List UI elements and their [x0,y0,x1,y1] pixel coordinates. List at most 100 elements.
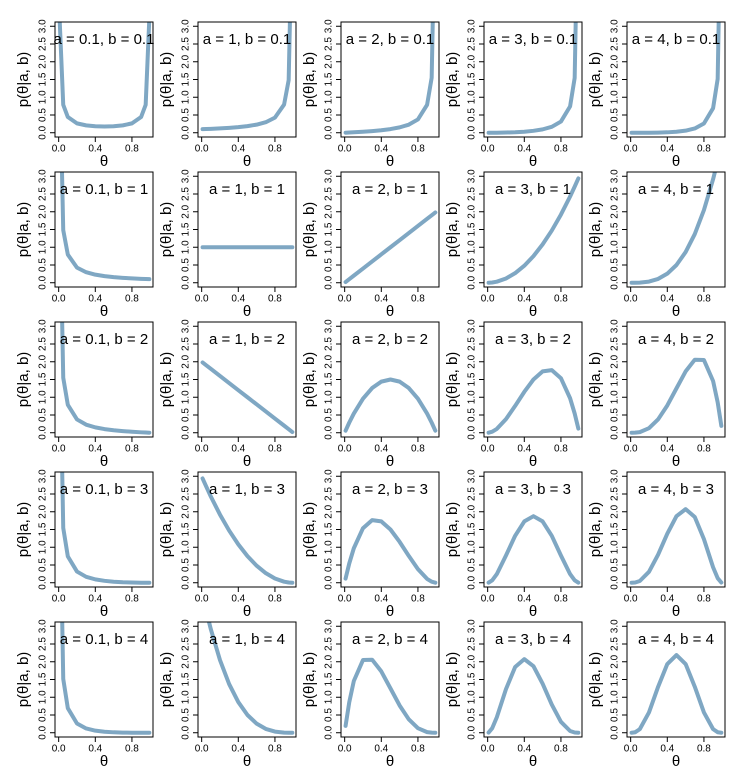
x-tick-label: 0.4 [374,444,388,455]
y-tick-label: 0.5 [467,108,478,122]
density-line [343,377,438,433]
y-tick-label: 0.5 [38,708,49,722]
x-axis-label: θ [386,153,394,170]
panel-title: a = 0.1, b = 1 [60,181,148,198]
y-tick-label: 1.0 [324,240,335,254]
y-tick-label: 0.0 [610,125,621,139]
y-tick-label: 1.5 [38,222,49,236]
y-tick-label: 0.5 [38,558,49,572]
y-tick-label: 0.5 [324,708,335,722]
y-axis-label: p(θ|a, b) [158,352,175,408]
plot-area [486,368,581,435]
plot-area [629,507,724,585]
y-tick-label: 2.5 [324,637,335,651]
y-tick-label: 1.0 [467,390,478,404]
y-tick-label: 2.0 [467,54,478,68]
y-tick-label: 1.5 [324,672,335,686]
density-line [206,622,295,735]
y-tick-label: 2.0 [181,654,192,668]
x-tick-label: 0.4 [517,444,531,455]
x-tick-label: 0.8 [697,144,711,155]
y-tick-label: 3.0 [467,169,478,183]
y-tick-label: 0.0 [467,125,478,139]
y-tick-label: 0.0 [181,575,192,589]
y-axis-label: p(θ|a, b) [587,652,604,708]
y-tick-label: 1.0 [467,240,478,254]
y-tick-label: 1.5 [181,522,192,536]
y-tick-label: 0.0 [324,125,335,139]
density-line [343,210,438,285]
plot-area [60,472,152,585]
y-tick-label: 0.5 [610,108,621,122]
y-axis-label: p(θ|a, b) [301,352,318,408]
y-tick-label: 3.0 [610,169,621,183]
y-tick-label: 1.0 [38,90,49,104]
x-tick-label: 0.8 [268,744,282,755]
x-tick-label: 0.4 [88,144,102,155]
y-tick-label: 2.5 [38,337,49,351]
y-tick-label: 0.0 [324,425,335,439]
density-line [60,322,152,435]
density-line [486,514,581,585]
y-tick-label: 1.5 [38,522,49,536]
x-tick-label: 0.0 [52,744,66,755]
x-tick-label: 0.0 [338,144,352,155]
plot-area [200,360,295,435]
panel-title: a = 0.1, b = 4 [60,631,148,648]
y-axis-label: p(θ|a, b) [301,52,318,108]
x-axis-label: θ [529,603,537,620]
x-axis-label: θ [100,153,108,170]
y-axis-label: p(θ|a, b) [15,502,32,558]
y-tick-label: 3.0 [610,619,621,633]
y-tick-label: 2.0 [38,654,49,668]
x-tick-label: 0.0 [481,444,495,455]
y-axis-label: p(θ|a, b) [15,652,32,708]
x-tick-label: 0.4 [88,444,102,455]
y-axis-label: p(θ|a, b) [444,202,461,258]
x-tick-label: 0.4 [660,444,674,455]
plot-area [629,653,724,735]
y-axis-label: p(θ|a, b) [444,652,461,708]
density-line [629,507,724,585]
y-tick-label: 0.0 [181,125,192,139]
y-tick-label: 2.5 [610,37,621,51]
panel-title: a = 3, b = 4 [495,631,571,648]
plot-area [343,210,438,285]
y-tick-label: 2.0 [610,504,621,518]
x-axis-label: θ [100,603,108,620]
y-tick-label: 2.5 [38,37,49,51]
x-tick-label: 0.4 [374,744,388,755]
y-tick-label: 2.5 [467,37,478,51]
panel-title: a = 0.1, b = 0.1 [54,31,155,48]
y-tick-label: 1.5 [38,72,49,86]
y-tick-label: 1.5 [324,522,335,536]
y-tick-label: 2.0 [38,354,49,368]
x-axis-label: θ [672,153,680,170]
panel-title: a = 2, b = 4 [352,631,428,648]
y-tick-label: 3.0 [467,19,478,33]
y-tick-label: 1.5 [610,72,621,86]
y-tick-label: 3.0 [324,319,335,333]
x-axis-label: θ [386,603,394,620]
plot-area [486,22,578,135]
y-tick-label: 0.0 [324,275,335,289]
plot-area [486,657,581,735]
y-tick-label: 1.0 [610,240,621,254]
y-tick-label: 0.5 [324,258,335,272]
y-tick-label: 0.5 [467,408,478,422]
x-tick-label: 0.8 [554,744,568,755]
y-tick-label: 2.5 [324,337,335,351]
x-tick-label: 0.8 [554,144,568,155]
panel-title: a = 4, b = 1 [638,181,714,198]
y-tick-label: 1.5 [610,672,621,686]
x-axis-label: θ [386,453,394,470]
y-tick-label: 0.5 [38,258,49,272]
plot-area [206,622,295,735]
x-tick-label: 0.0 [624,744,638,755]
y-tick-label: 2.5 [38,187,49,201]
x-tick-label: 0.8 [411,744,425,755]
y-tick-label: 0.0 [467,575,478,589]
x-axis-label: θ [386,303,394,320]
y-tick-label: 0.0 [38,275,49,289]
plot-area [486,514,581,585]
